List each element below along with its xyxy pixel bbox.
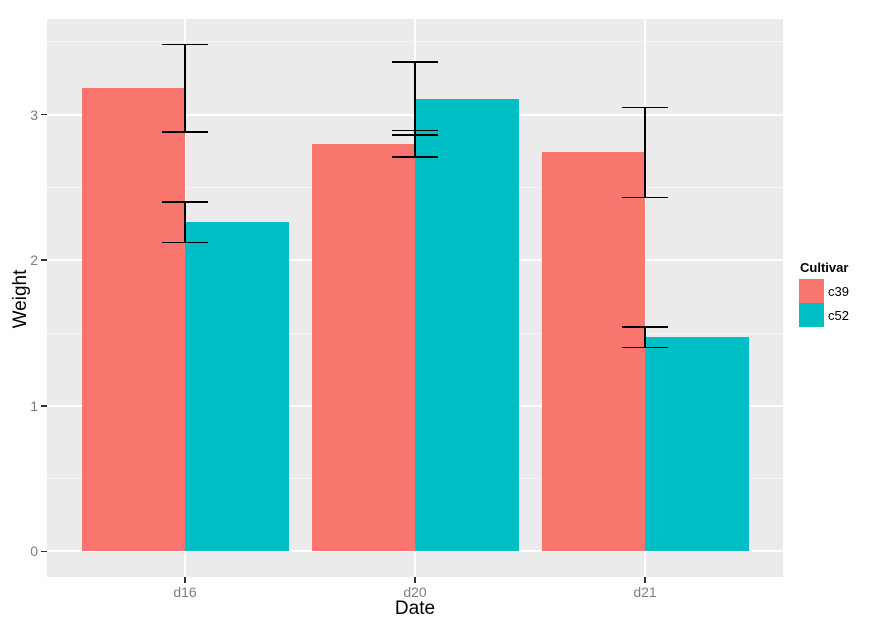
errorbar-cap	[392, 134, 438, 136]
legend-entry-c52: c52	[799, 303, 849, 327]
errorbar-line	[414, 130, 416, 157]
y-tick-mark	[41, 113, 47, 116]
errorbar-line	[184, 44, 186, 133]
errorbar-cap	[622, 106, 668, 109]
y-tick-label: 1	[30, 397, 38, 414]
bar-c52-d20	[415, 98, 519, 552]
errorbar-cap	[392, 156, 438, 158]
x-tick-label: d16	[173, 584, 197, 600]
errorbar-line	[644, 107, 646, 198]
errorbar-line	[184, 201, 186, 243]
errorbar-cap	[162, 241, 208, 244]
legend-key-c39	[799, 279, 824, 303]
errorbar-cap	[622, 196, 668, 199]
errorbar-cap	[622, 346, 668, 349]
plot-panel	[47, 19, 783, 577]
y-tick-label: 3	[30, 106, 38, 123]
y-tick-label: 2	[30, 252, 38, 269]
legend: Cultivar c39 c52	[799, 260, 849, 327]
y-tick-mark	[41, 550, 47, 553]
x-tick-mark	[184, 577, 186, 583]
errorbar-line	[414, 62, 416, 135]
errorbar-cap	[162, 201, 208, 203]
x-axis-title: Date	[394, 598, 436, 619]
y-axis-title: Weight	[10, 269, 31, 329]
errorbar-cap	[622, 326, 668, 328]
x-tick-label: d20	[403, 584, 427, 600]
legend-label-c39: c39	[828, 283, 849, 299]
y-tick-label: 0	[30, 543, 38, 560]
bar-c52-d16	[185, 222, 289, 552]
errorbar-cap	[392, 61, 438, 63]
bar-c39-d16	[81, 88, 185, 552]
y-tick-mark	[41, 405, 47, 407]
bar-c52-d21	[645, 337, 749, 552]
errorbar-line	[644, 327, 646, 348]
legend-label-c52: c52	[828, 307, 849, 323]
legend-entries: c39 c52	[799, 279, 849, 327]
bar-c39-d20	[311, 143, 415, 552]
errorbar-cap	[162, 131, 208, 133]
legend-title: Cultivar	[800, 260, 849, 275]
legend-entry-c39: c39	[799, 279, 849, 303]
bar-c39-d21	[541, 152, 645, 552]
x-tick-mark	[644, 577, 646, 583]
legend-key-c52	[799, 303, 824, 327]
x-tick-mark	[414, 577, 416, 583]
errorbar-cap	[162, 43, 208, 46]
gridline-vert	[644, 19, 646, 577]
y-tick-mark	[41, 259, 47, 261]
x-tick-label: d21	[633, 584, 657, 600]
